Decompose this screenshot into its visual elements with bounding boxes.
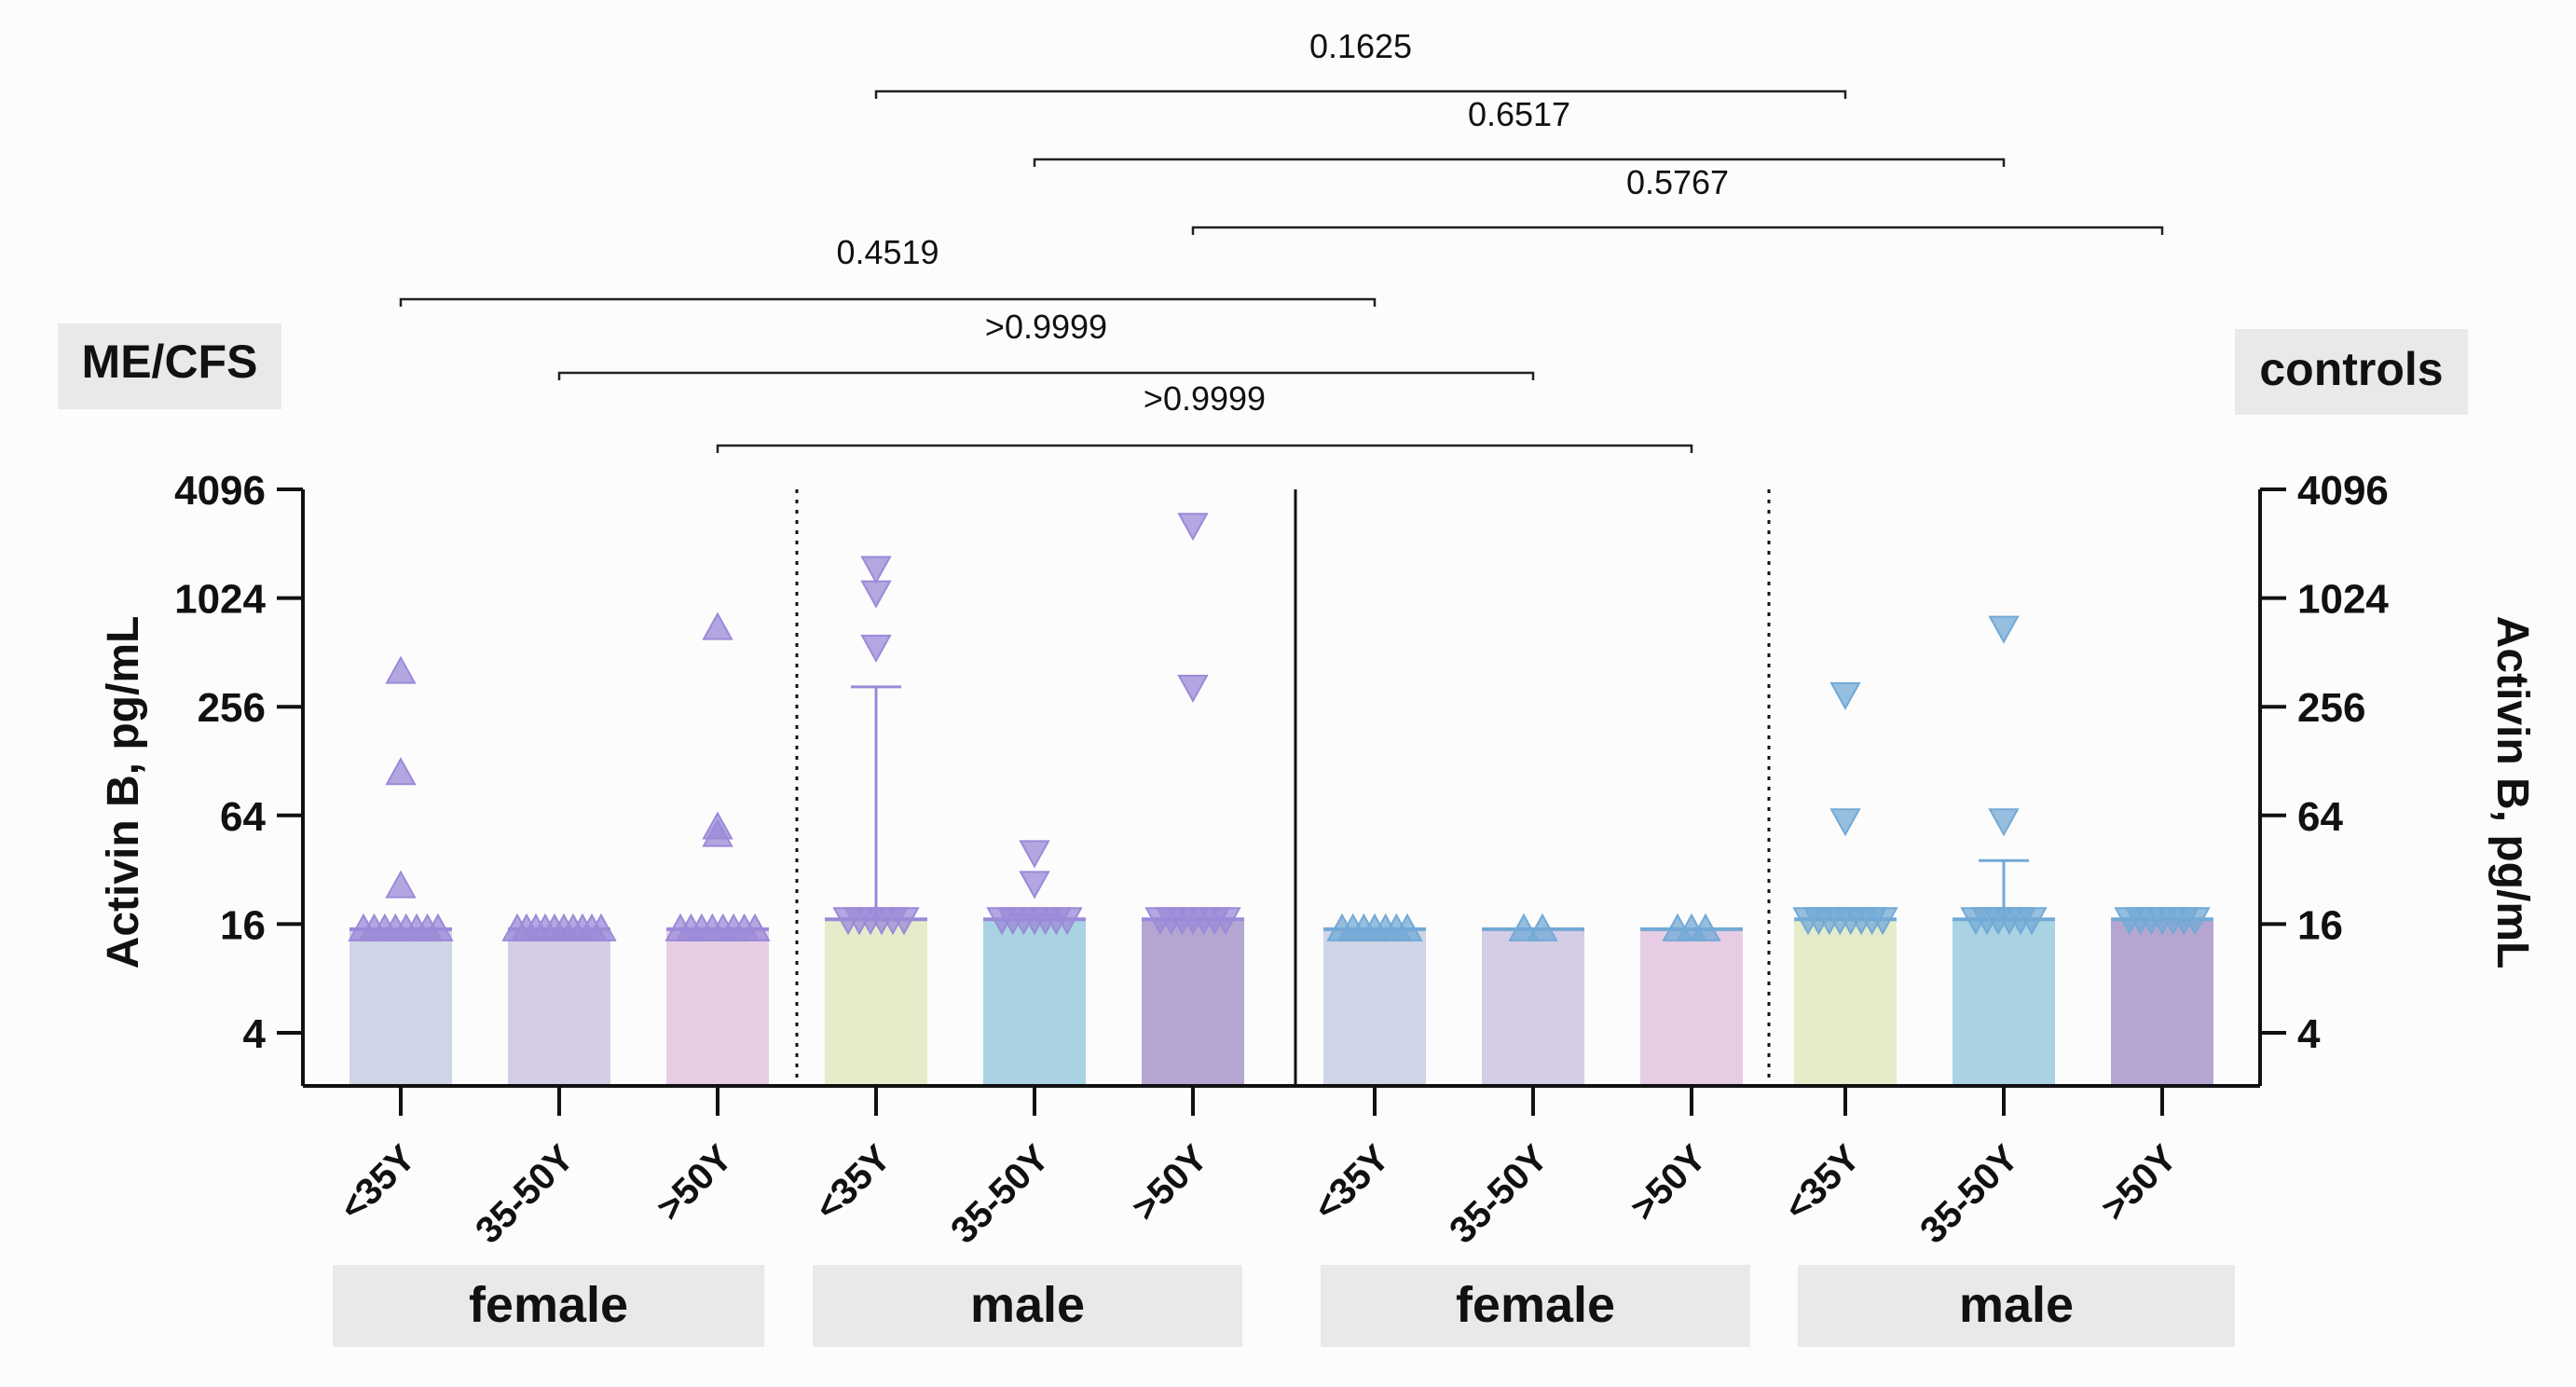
panel-label-bg-mecfs: [58, 323, 281, 409]
y-axis-title-right: Activin B, pg/mL: [2487, 616, 2537, 969]
data-point: [1829, 681, 1861, 710]
data-point: [1988, 808, 2020, 837]
p-value-label: 0.6517: [1468, 95, 1570, 133]
data-point: [1690, 913, 1721, 941]
data-point: [1177, 674, 1209, 703]
y-tick-label-right: 64: [2297, 794, 2343, 840]
bar: [349, 928, 452, 1086]
y-axis-title-left: Activin B, pg/mL: [99, 616, 148, 969]
data-point: [585, 913, 617, 941]
comparison-bracket: [557, 371, 1535, 380]
data-point: [1177, 513, 1209, 542]
data-point: [702, 818, 733, 847]
y-tick-label-right: 4: [2297, 1011, 2321, 1057]
panel-label-mecfs: ME/CFS: [82, 336, 258, 388]
panel-label-bg-controls: [2235, 329, 2468, 415]
data-point: [1867, 907, 1898, 936]
sex-group-bg: [1321, 1265, 1750, 1347]
bar: [1640, 928, 1743, 1086]
data-point: [385, 655, 417, 684]
x-tick-label: 35-50Y: [1912, 1137, 2027, 1252]
bar: [1482, 928, 1584, 1086]
comparison-bracket: [874, 89, 1847, 99]
data-point: [888, 907, 920, 936]
bar: [2111, 919, 2213, 1086]
x-tick-label: <35Y: [807, 1137, 898, 1229]
sex-group-bg: [333, 1265, 764, 1347]
y-tick-label-left: 256: [198, 685, 266, 731]
bar: [666, 928, 769, 1086]
data-point: [385, 757, 417, 786]
data-point: [2179, 907, 2211, 936]
y-tick-label-right: 4096: [2297, 468, 2389, 514]
data-point: [860, 556, 892, 584]
data-point: [1829, 808, 1861, 837]
sex-group-bg: [813, 1265, 1242, 1347]
comparison-bracket: [716, 444, 1693, 453]
p-value-label: 0.4519: [836, 233, 939, 271]
y-tick-label-left: 4096: [174, 468, 266, 514]
data-point: [1051, 907, 1083, 936]
y-tick-label-left: 1024: [174, 577, 266, 623]
data-point: [702, 611, 733, 640]
data-point: [1019, 871, 1050, 899]
x-tick-label: <35Y: [332, 1137, 423, 1229]
y-tick-label-left: 4: [243, 1011, 267, 1057]
y-tick-label-left: 16: [220, 902, 266, 948]
data-point: [860, 580, 892, 609]
x-tick-label: 35-50Y: [468, 1137, 582, 1252]
bar: [1794, 919, 1897, 1086]
data-point: [1508, 913, 1540, 941]
sex-group-label: female: [469, 1277, 628, 1333]
x-tick-label: >50Y: [1623, 1137, 1714, 1229]
x-tick-label: >50Y: [649, 1137, 740, 1229]
y-tick-label-right: 1024: [2297, 577, 2389, 623]
comparison-bracket: [1033, 158, 2006, 167]
sex-group-label: female: [1456, 1277, 1615, 1333]
data-point: [422, 913, 454, 941]
comparison-bracket: [1191, 226, 2164, 235]
sex-group-bg: [1798, 1265, 2235, 1347]
p-value-label: >0.9999: [1144, 379, 1266, 418]
data-point: [860, 634, 892, 663]
data-point: [1210, 907, 1241, 936]
data-point: [1527, 913, 1558, 941]
bar: [1953, 919, 2055, 1086]
p-value-label: 0.1625: [1309, 27, 1412, 65]
y-tick-label-left: 64: [220, 794, 266, 840]
bar: [1323, 928, 1426, 1086]
data-point: [1988, 615, 2020, 644]
x-tick-label: 35-50Y: [943, 1137, 1058, 1252]
data-point: [2016, 907, 2048, 936]
data-point: [385, 870, 417, 899]
sex-group-label: male: [1959, 1277, 2074, 1333]
data-point: [739, 913, 771, 941]
panel-label-controls: controls: [2259, 343, 2443, 395]
x-tick-label: >50Y: [1124, 1137, 1215, 1229]
bar: [1142, 919, 1244, 1086]
x-tick-label: <35Y: [1776, 1137, 1868, 1229]
bar: [508, 928, 610, 1086]
bar: [825, 919, 927, 1086]
x-tick-label: <35Y: [1306, 1137, 1397, 1229]
p-value-label: 0.5767: [1626, 163, 1729, 201]
y-tick-label-right: 16: [2297, 902, 2343, 948]
x-tick-label: 35-50Y: [1442, 1137, 1556, 1252]
comparison-bracket: [399, 297, 1377, 307]
sex-group-label: male: [970, 1277, 1085, 1333]
data-point: [1019, 840, 1050, 869]
p-value-label: >0.9999: [985, 308, 1107, 346]
y-tick-label-right: 256: [2297, 685, 2365, 731]
data-point: [1391, 913, 1423, 941]
bar: [983, 919, 1086, 1086]
x-tick-label: >50Y: [2093, 1137, 2185, 1229]
